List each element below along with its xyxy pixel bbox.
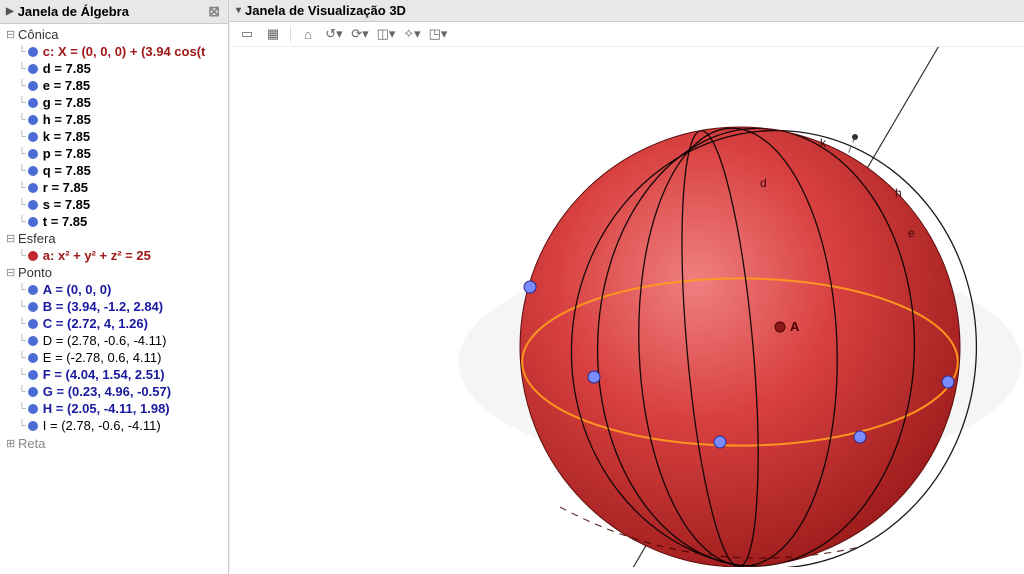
tree-item-label: h = 7.85 bbox=[43, 112, 91, 127]
tree-item-label: D = (2.78, -0.6, -4.11) bbox=[43, 333, 167, 348]
tree-item[interactable]: └h = 7.85 bbox=[0, 111, 228, 128]
close-icon[interactable]: ⊠ bbox=[206, 3, 222, 20]
tree-item-label: I = (2.78, -0.6, -4.11) bbox=[43, 418, 161, 433]
visibility-bullet-icon[interactable] bbox=[28, 64, 38, 74]
tree-item[interactable]: └A = (0, 0, 0) bbox=[0, 281, 228, 298]
visibility-bullet-icon[interactable] bbox=[28, 200, 38, 210]
visibility-bullet-icon[interactable] bbox=[28, 132, 38, 142]
tree-item-label: G = (0.23, 4.96, -0.57) bbox=[43, 384, 171, 399]
tree-category[interactable]: ⊟Cônica bbox=[0, 26, 228, 43]
view3d-panel-title: Janela de Visualização 3D bbox=[245, 3, 406, 18]
tree-item-label: A = (0, 0, 0) bbox=[43, 282, 112, 297]
svg-text:d: d bbox=[760, 176, 767, 190]
visibility-bullet-icon[interactable] bbox=[28, 251, 38, 261]
tree-item[interactable]: └I = (2.78, -0.6, -4.11) bbox=[0, 417, 228, 434]
svg-text:e: e bbox=[908, 226, 915, 240]
home-tool[interactable]: ⌂ bbox=[297, 24, 319, 44]
tree-item[interactable]: └F = (4.04, 1.54, 2.51) bbox=[0, 366, 228, 383]
view3d-panel-header[interactable]: ▾ Janela de Visualização 3D bbox=[230, 0, 1024, 22]
select-tool[interactable]: ▭ bbox=[236, 24, 258, 44]
tree-item-label: k = 7.85 bbox=[43, 129, 90, 144]
grid-tool[interactable]: ▦ bbox=[262, 24, 284, 44]
tree-item-label: p = 7.85 bbox=[43, 146, 91, 161]
tree-category[interactable]: ⊟Ponto bbox=[0, 264, 228, 281]
tree-item-label: E = (-2.78, 0.6, 4.11) bbox=[43, 350, 162, 365]
visibility-bullet-icon[interactable] bbox=[28, 353, 38, 363]
visibility-bullet-icon[interactable] bbox=[28, 183, 38, 193]
tree-item-label: e = 7.85 bbox=[43, 78, 90, 93]
tree-item-label: t = 7.85 bbox=[43, 214, 87, 229]
tree-item[interactable]: └C = (2.72, 4, 1.26) bbox=[0, 315, 228, 332]
visibility-bullet-icon[interactable] bbox=[28, 387, 38, 397]
tree-item-label: H = (2.05, -4.11, 1.98) bbox=[43, 401, 170, 416]
tree-item[interactable]: └B = (3.94, -1.2, 2.84) bbox=[0, 298, 228, 315]
clip-tool[interactable]: ✧▾ bbox=[401, 24, 423, 44]
visibility-bullet-icon[interactable] bbox=[28, 336, 38, 346]
visibility-bullet-icon[interactable] bbox=[28, 319, 38, 329]
tree-item[interactable]: └d = 7.85 bbox=[0, 60, 228, 77]
collapse-arrow-icon[interactable]: ▶ bbox=[6, 6, 14, 17]
tree-item[interactable]: └D = (2.78, -0.6, -4.11) bbox=[0, 332, 228, 349]
tree-item[interactable]: └G = (0.23, 4.96, -0.57) bbox=[0, 383, 228, 400]
view3d-toolbar: ▭▦ ⌂↺▾⟳▾◫▾✧▾◳▾ bbox=[230, 22, 1024, 47]
tree-item[interactable]: └a: x² + y² + z² = 25 bbox=[0, 247, 228, 264]
tree-item[interactable]: └k = 7.85 bbox=[0, 128, 228, 145]
visibility-bullet-icon[interactable] bbox=[28, 302, 38, 312]
refresh-tool[interactable]: ⟳▾ bbox=[349, 24, 371, 44]
tree-item[interactable]: └s = 7.85 bbox=[0, 196, 228, 213]
svg-text:A: A bbox=[790, 319, 800, 334]
tree-item[interactable]: └t = 7.85 bbox=[0, 213, 228, 230]
visibility-bullet-icon[interactable] bbox=[28, 47, 38, 57]
visibility-bullet-icon[interactable] bbox=[28, 404, 38, 414]
algebra-panel: ▶ Janela de Álgebra ⊠ ⊟Cônica└c: X = (0,… bbox=[0, 0, 229, 574]
tree-item-label: F = (4.04, 1.54, 2.51) bbox=[43, 367, 165, 382]
tree-item-label: g = 7.85 bbox=[43, 95, 91, 110]
svg-text:h: h bbox=[895, 186, 902, 200]
tree-item[interactable]: └g = 7.85 bbox=[0, 94, 228, 111]
tree-item-label: a: x² + y² + z² = 25 bbox=[43, 248, 151, 263]
visibility-bullet-icon[interactable] bbox=[28, 81, 38, 91]
tree-item[interactable]: └e = 7.85 bbox=[0, 77, 228, 94]
tree-item-label: C = (2.72, 4, 1.26) bbox=[43, 316, 148, 331]
tree-item-label: r = 7.85 bbox=[43, 180, 88, 195]
visibility-bullet-icon[interactable] bbox=[28, 166, 38, 176]
tree-item[interactable]: └q = 7.85 bbox=[0, 162, 228, 179]
svg-text:k: k bbox=[820, 136, 827, 150]
tree-item-label: s = 7.85 bbox=[43, 197, 90, 212]
tree-item-label: B = (3.94, -1.2, 2.84) bbox=[43, 299, 163, 314]
view-tool[interactable]: ◳▾ bbox=[427, 24, 449, 44]
view3d-panel: ▾ Janela de Visualização 3D ▭▦ ⌂↺▾⟳▾◫▾✧▾◳… bbox=[229, 0, 1024, 574]
visibility-bullet-icon[interactable] bbox=[28, 98, 38, 108]
visibility-bullet-icon[interactable] bbox=[28, 149, 38, 159]
tree-item-label: q = 7.85 bbox=[43, 163, 91, 178]
tree-item-label: d = 7.85 bbox=[43, 61, 91, 76]
collapse-arrow-icon[interactable]: ▾ bbox=[236, 5, 241, 16]
visibility-bullet-icon[interactable] bbox=[28, 370, 38, 380]
visibility-bullet-icon[interactable] bbox=[28, 421, 38, 431]
algebra-panel-header[interactable]: ▶ Janela de Álgebra ⊠ bbox=[0, 0, 228, 24]
tree-item[interactable]: └c: X = (0, 0, 0) + (3.94 cos(t bbox=[0, 43, 228, 60]
visibility-bullet-icon[interactable] bbox=[28, 285, 38, 295]
tree-category-collapsed[interactable]: ⊞Reta bbox=[0, 434, 228, 453]
visibility-bullet-icon[interactable] bbox=[28, 217, 38, 227]
tree-item-label: c: X = (0, 0, 0) + (3.94 cos(t bbox=[43, 44, 206, 59]
visibility-bullet-icon[interactable] bbox=[28, 115, 38, 125]
tree-item[interactable]: └r = 7.85 bbox=[0, 179, 228, 196]
tree-item[interactable]: └E = (-2.78, 0.6, 4.11) bbox=[0, 349, 228, 366]
projection-tool[interactable]: ◫▾ bbox=[375, 24, 397, 44]
tree-category[interactable]: ⊟Esfera bbox=[0, 230, 228, 247]
algebra-panel-title: Janela de Álgebra bbox=[18, 4, 129, 19]
tree-item[interactable]: └p = 7.85 bbox=[0, 145, 228, 162]
rotate-tool[interactable]: ↺▾ bbox=[323, 24, 345, 44]
algebra-tree[interactable]: ⊟Cônica└c: X = (0, 0, 0) + (3.94 cos(t└d… bbox=[0, 24, 228, 574]
view3d-canvas[interactable]: Ak d h e bbox=[230, 47, 1024, 574]
tree-item[interactable]: └H = (2.05, -4.11, 1.98) bbox=[0, 400, 228, 417]
